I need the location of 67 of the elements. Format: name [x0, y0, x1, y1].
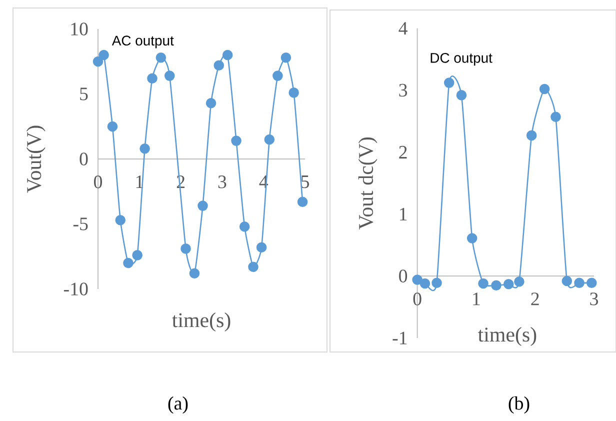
point: [288, 88, 299, 98]
annotation: DC output: [430, 52, 492, 66]
point: [526, 130, 537, 141]
x-tick-label: 3: [590, 292, 598, 306]
point: [107, 121, 118, 132]
point: [132, 250, 142, 260]
point: [539, 84, 550, 94]
point: [456, 90, 467, 100]
x-tick-label: 0: [413, 292, 422, 306]
point: [562, 276, 572, 286]
x-axis-title: time(s): [172, 312, 230, 332]
annotation: AC output: [112, 36, 174, 48]
point: [206, 98, 216, 108]
x-tick-label: 2: [531, 292, 539, 306]
point: [574, 278, 584, 288]
point: [98, 50, 109, 60]
point: [198, 200, 208, 211]
x-tick-label: 5: [301, 176, 309, 188]
x-tick-label: 1: [473, 292, 480, 306]
x-tick-label: 0: [94, 176, 102, 188]
y-tick-label: 2: [399, 146, 407, 158]
point: [412, 274, 422, 285]
point: [189, 268, 200, 279]
point: [180, 244, 191, 254]
y-axis-title: Vout(V): [26, 126, 46, 193]
point: [239, 221, 250, 232]
text: (b): [508, 396, 530, 414]
point: [503, 278, 514, 290]
point: [550, 112, 561, 122]
point: [123, 258, 134, 268]
y-tick-label: -5: [73, 218, 88, 230]
point: [297, 196, 308, 208]
y-axis-title: Vout dc(V): [358, 137, 378, 230]
x-axis-title: time(s): [478, 326, 536, 346]
y-tick-label: -1: [392, 332, 407, 344]
y-tick-label: 5: [80, 88, 88, 100]
point: [231, 136, 242, 146]
y-tick-label: 0: [80, 152, 88, 166]
point: [586, 278, 597, 288]
y-tick-label: 3: [399, 84, 408, 97]
y-tick-label: 4: [398, 22, 408, 35]
point: [478, 278, 488, 289]
y-tick-label: 0: [399, 270, 408, 282]
point: [222, 50, 233, 60]
point: [272, 70, 283, 81]
point: [156, 52, 166, 63]
point: [491, 280, 502, 290]
point: [92, 56, 104, 67]
point: [164, 70, 175, 81]
point: [420, 278, 430, 289]
text: (a): [168, 396, 188, 414]
point: [432, 278, 442, 288]
point: [264, 134, 275, 145]
point: [256, 242, 267, 253]
point: [214, 60, 224, 71]
point: [140, 143, 150, 154]
point: [280, 52, 292, 63]
point: [444, 78, 454, 88]
y-tick-label: 10: [71, 22, 88, 36]
y-tick-label: -10: [64, 282, 88, 296]
point: [514, 276, 524, 287]
point: [115, 214, 126, 226]
point: [147, 73, 158, 84]
x-tick-label: 3: [218, 176, 226, 188]
y-tick-label: 1: [400, 208, 407, 220]
point: [466, 233, 478, 244]
point: [248, 262, 258, 272]
